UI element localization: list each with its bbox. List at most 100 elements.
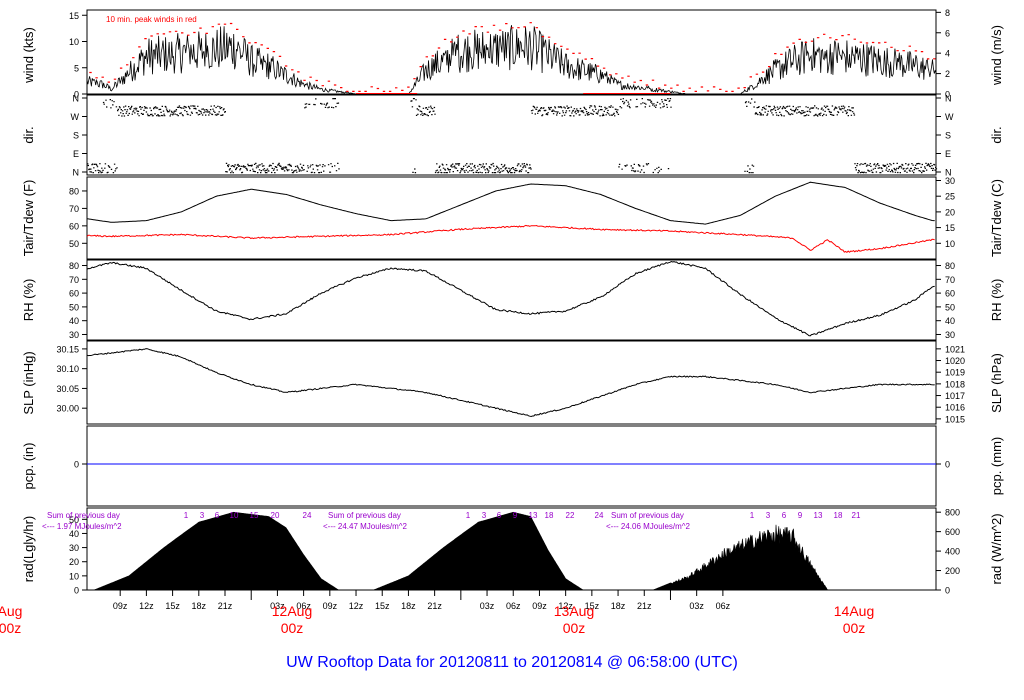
footer-title: UW Rooftop Data for 20120811 to 20120814… xyxy=(286,654,738,671)
rad-left-tick-label: 50 xyxy=(69,515,79,525)
dir-right-tick-label: N xyxy=(945,168,952,178)
temp-left-tick-label: 50 xyxy=(69,239,79,249)
wind-speed-line xyxy=(86,25,937,95)
wind-right-tick-label: 4 xyxy=(945,49,950,59)
slp-left-tick-label: 30.10 xyxy=(56,364,79,374)
rad-hour-label: 9 xyxy=(798,511,803,520)
rh-ylabel-right: RH (%) xyxy=(989,279,1004,322)
wind-left-tick-label: 15 xyxy=(69,11,79,21)
pcp-ylabel-right: pcp. (mm) xyxy=(989,437,1004,496)
x-hour-label: 21z xyxy=(427,601,442,611)
x-day-time: 00z xyxy=(0,620,21,636)
temp-right-tick-label: 30 xyxy=(945,176,955,186)
slp-right-tick-label: 1016 xyxy=(945,403,965,413)
wind-right-tick-label: 6 xyxy=(945,28,950,38)
rad-hour-label: 20 xyxy=(271,511,280,520)
dir-left-tick-label: N xyxy=(73,94,80,104)
wind-right-tick-label: 2 xyxy=(945,69,950,79)
wind-right-tick-label: 0 xyxy=(945,90,950,100)
rh-right-tick-label: 70 xyxy=(945,275,955,285)
dir-left-tick-label: W xyxy=(71,112,80,122)
temp-panel-frame xyxy=(86,176,937,260)
x-hour-label: 18z xyxy=(611,601,626,611)
slp-right-tick-label: 1020 xyxy=(945,356,965,366)
wind-peak-marks xyxy=(89,22,936,92)
rad-ylabel-left: rad(Lgly/hr) xyxy=(21,516,36,582)
dir-left-tick-label: E xyxy=(73,149,79,159)
slp-panel-frame xyxy=(86,340,937,425)
right-ylabels: wind (m/s) dir. Tair/Tdew (C) RH (%) SLP… xyxy=(989,25,1004,585)
rad-hour-label: 21 xyxy=(852,511,861,520)
rad-summary-label: Sum of previous day xyxy=(47,511,120,520)
rh-right-tick-label: 60 xyxy=(945,289,955,299)
temp-right-tick-label: 25 xyxy=(945,192,955,202)
temp-ylabel-right: Tair/Tdew (C) xyxy=(989,179,1004,257)
rad-summary-value: <--- 24.47 MJoules/m^2 xyxy=(323,522,408,531)
rad-annotations: Sum of previous day <--- 1.97 MJoules/m^2… xyxy=(42,511,861,531)
temp-right-tick-label: 20 xyxy=(945,207,955,217)
temp-right-tick-label: 10 xyxy=(945,239,955,249)
wind-left-tick-label: 0 xyxy=(74,90,79,100)
temp-right-tick-label: 15 xyxy=(945,223,955,233)
rad-left-tick-label: 40 xyxy=(69,529,79,539)
data-series xyxy=(86,22,938,591)
x-hour-label: 09z xyxy=(532,601,547,611)
rad-hour-label: 6 xyxy=(782,511,787,520)
slp-right-tick-label: 1018 xyxy=(945,379,965,389)
slp-right-tick-label: 1019 xyxy=(945,368,965,378)
rad-left-tick-label: 20 xyxy=(69,557,79,567)
rad-hour-label: 3 xyxy=(200,511,205,520)
dir-left-tick-label: S xyxy=(73,131,79,141)
x-hour-label: 15z xyxy=(585,601,600,611)
slp-left-tick-label: 30.05 xyxy=(56,384,79,394)
rad-hour-label: 22 xyxy=(566,511,575,520)
rad-hour-label: 13 xyxy=(529,511,538,520)
rad-hour-label: 18 xyxy=(545,511,554,520)
rad-left-tick-label: 10 xyxy=(69,571,79,581)
dir-left-tick-label: N xyxy=(73,168,80,178)
x-hour-label: 03z xyxy=(480,601,495,611)
rh-right-tick-label: 50 xyxy=(945,302,955,312)
rad-summary-value: <--- 24.06 MJoules/m^2 xyxy=(606,522,691,531)
rh-left-tick-label: 70 xyxy=(69,275,79,285)
rh-right-tick-label: 80 xyxy=(945,261,955,271)
dir-ylabel-right: dir. xyxy=(989,126,1004,143)
x-hour-label: 18z xyxy=(192,601,207,611)
dir-right-tick-label: W xyxy=(945,112,954,122)
rh-left-tick-label: 30 xyxy=(69,330,79,340)
rad-left-tick-label: 0 xyxy=(74,586,79,596)
slp-right-tick-label: 1017 xyxy=(945,391,965,401)
rad-hour-label: 9 xyxy=(513,511,518,520)
rad-hour-label: 10 xyxy=(230,511,239,520)
pcp-left-tick-label: 0 xyxy=(74,460,79,470)
pcp-ylabel-left: pcp. (in) xyxy=(21,443,36,490)
wind-ylabel-left: wind (kts) xyxy=(21,27,36,84)
rad-right-tick-label: 200 xyxy=(945,566,960,576)
x-day-time: 00z xyxy=(843,620,866,636)
rad-hour-label: 6 xyxy=(497,511,502,520)
x-axis: 09z 12z 15z 18z 21z 03z 06z 09z 12z 15z 18z 21z 03z 0… xyxy=(0,590,874,636)
rad-summary-label: Sum of previous day xyxy=(611,511,684,520)
rh-panel-frame xyxy=(86,259,937,341)
rh-ylabel-left: RH (%) xyxy=(21,279,36,322)
tdew-line xyxy=(86,224,935,254)
rad-hour-label: 3 xyxy=(482,511,487,520)
x-hour-label: 21z xyxy=(218,601,233,611)
rad-right-tick-label: 600 xyxy=(945,527,960,537)
x-day-label: 13Aug xyxy=(554,603,594,619)
slp-line xyxy=(86,348,935,418)
rad-summary-value: <--- 1.97 MJoules/m^2 xyxy=(42,522,122,531)
x-hour-label: 06z xyxy=(716,601,731,611)
pcp-right-tick-label: 0 xyxy=(945,460,950,470)
wind-left-tick-label: 5 xyxy=(74,63,79,73)
rad-hour-label: 13 xyxy=(814,511,823,520)
dir-ylabel-left: dir. xyxy=(21,126,36,143)
x-day-label: 12Aug xyxy=(272,603,312,619)
x-hour-label: 18z xyxy=(401,601,416,611)
x-day-time: 00z xyxy=(281,620,304,636)
slp-right-tick-label: 1021 xyxy=(945,344,965,354)
rad-hour-label: 3 xyxy=(766,511,771,520)
rad-hour-label: 1 xyxy=(750,511,755,520)
wind-note: 10 min. peak winds in red xyxy=(106,15,197,24)
